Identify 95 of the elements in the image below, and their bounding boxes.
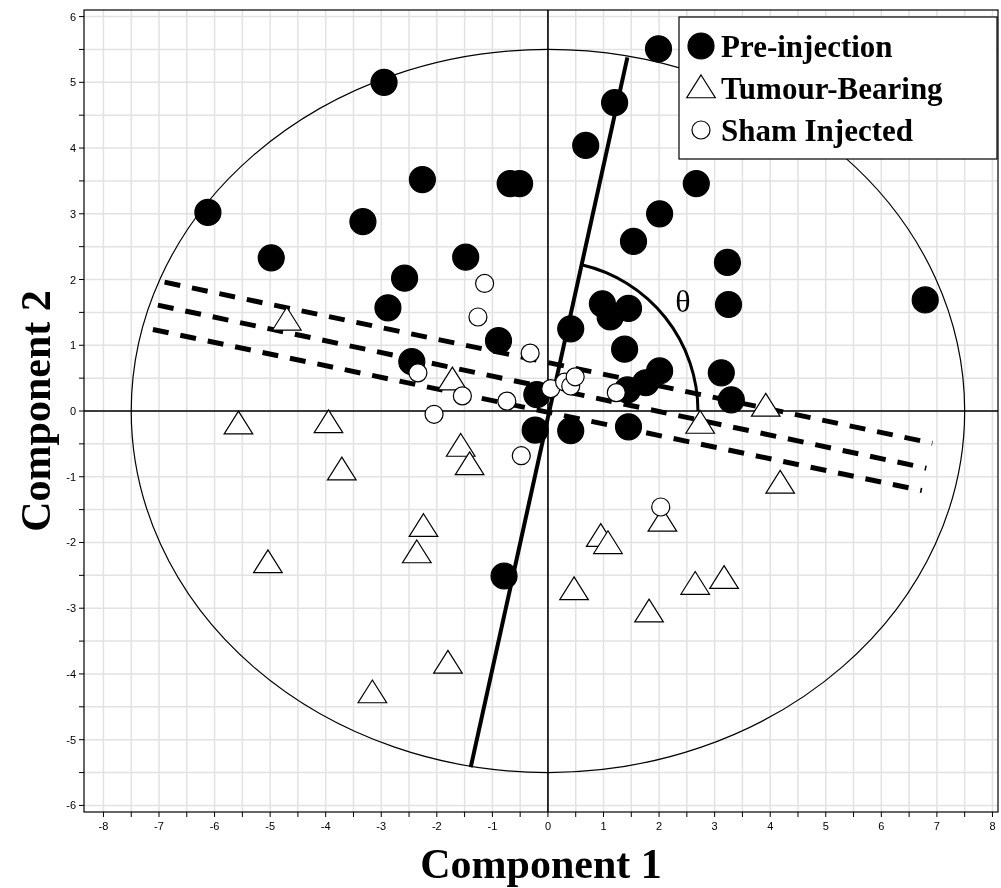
y-tick-label: 2 [69,273,76,286]
point [709,565,739,589]
point [614,294,643,323]
point [253,549,283,574]
point [911,286,939,314]
point [313,409,344,434]
point [408,166,436,194]
point [357,679,388,704]
point [572,131,600,160]
point [475,273,495,294]
x-tick-label: 7 [933,820,940,832]
point [433,649,463,674]
y-tick-label: 1 [69,339,76,352]
point [713,248,742,277]
point [520,343,540,363]
point [454,451,485,476]
point [484,327,513,355]
point [644,35,673,63]
point [497,391,517,411]
point [468,307,488,327]
point [452,243,480,271]
point [646,200,674,228]
x-tick-label: 4 [767,820,774,832]
point [490,562,518,590]
point [750,392,781,417]
x-tick-label: 6 [878,820,885,832]
x-tick-label: -6 [209,820,220,832]
y-tick-label: -2 [66,536,76,549]
point [707,359,735,387]
y-tick-label: -1 [66,470,76,483]
legend-label: Pre-injection [721,28,893,64]
x-tick-label: 3 [711,820,718,832]
point [765,469,796,494]
point [370,68,398,96]
x-tick-label: 0 [544,820,552,832]
point [565,367,585,387]
point [557,417,585,445]
x-tick-label: 2 [656,820,663,832]
x-tick-label: -3 [376,820,387,832]
x-tick-label: 1 [600,820,607,832]
point [437,366,468,391]
point [714,290,743,319]
annotation: θ [675,283,691,319]
y-tick-label: 0 [69,405,76,417]
y-tick-label: -4 [66,667,76,680]
point [391,264,419,292]
y-axis-title: Component 2 [13,290,59,532]
point [717,386,745,414]
x-tick-label: 5 [822,820,829,832]
point [408,363,428,383]
x-tick-label: -7 [154,820,164,832]
point [634,598,664,623]
point [606,382,626,403]
y-tick-label: -5 [66,733,76,746]
point [559,576,589,601]
y-tick-label: -6 [66,799,76,812]
y-tick-label: 6 [69,10,76,23]
x-tick-label: -4 [320,820,331,832]
point [326,456,357,481]
point [521,416,549,444]
x-axis-title: Component 1 [420,841,662,887]
point [424,404,444,424]
point [601,89,629,117]
y-tick-label: 3 [69,207,76,220]
point [611,335,639,363]
x-tick-label: -5 [265,820,276,832]
x-tick-label: -8 [98,820,109,832]
point [271,306,302,331]
x-tick-label: -2 [431,820,442,832]
point [685,409,716,434]
legend-label: Sham Injected [721,112,914,148]
point [680,570,711,595]
point [541,379,561,399]
point [651,497,671,517]
x-tick-label: 8 [989,820,996,832]
point [619,227,648,255]
point [511,446,531,466]
x-tick-label: -1 [487,820,498,832]
point [593,530,623,555]
y-tick-label: 4 [69,142,76,155]
y-tick-label: 5 [69,76,76,89]
point [194,198,222,227]
point [557,315,585,343]
point [682,169,710,198]
point [349,208,377,236]
point [408,513,439,538]
point [257,244,285,272]
legend-label: Tumour-Bearing [721,70,944,106]
point [452,386,472,406]
point [401,539,432,564]
point [374,294,402,322]
y-tick-label: -3 [66,602,76,615]
point [445,432,476,457]
point [614,413,643,441]
point [223,410,254,435]
